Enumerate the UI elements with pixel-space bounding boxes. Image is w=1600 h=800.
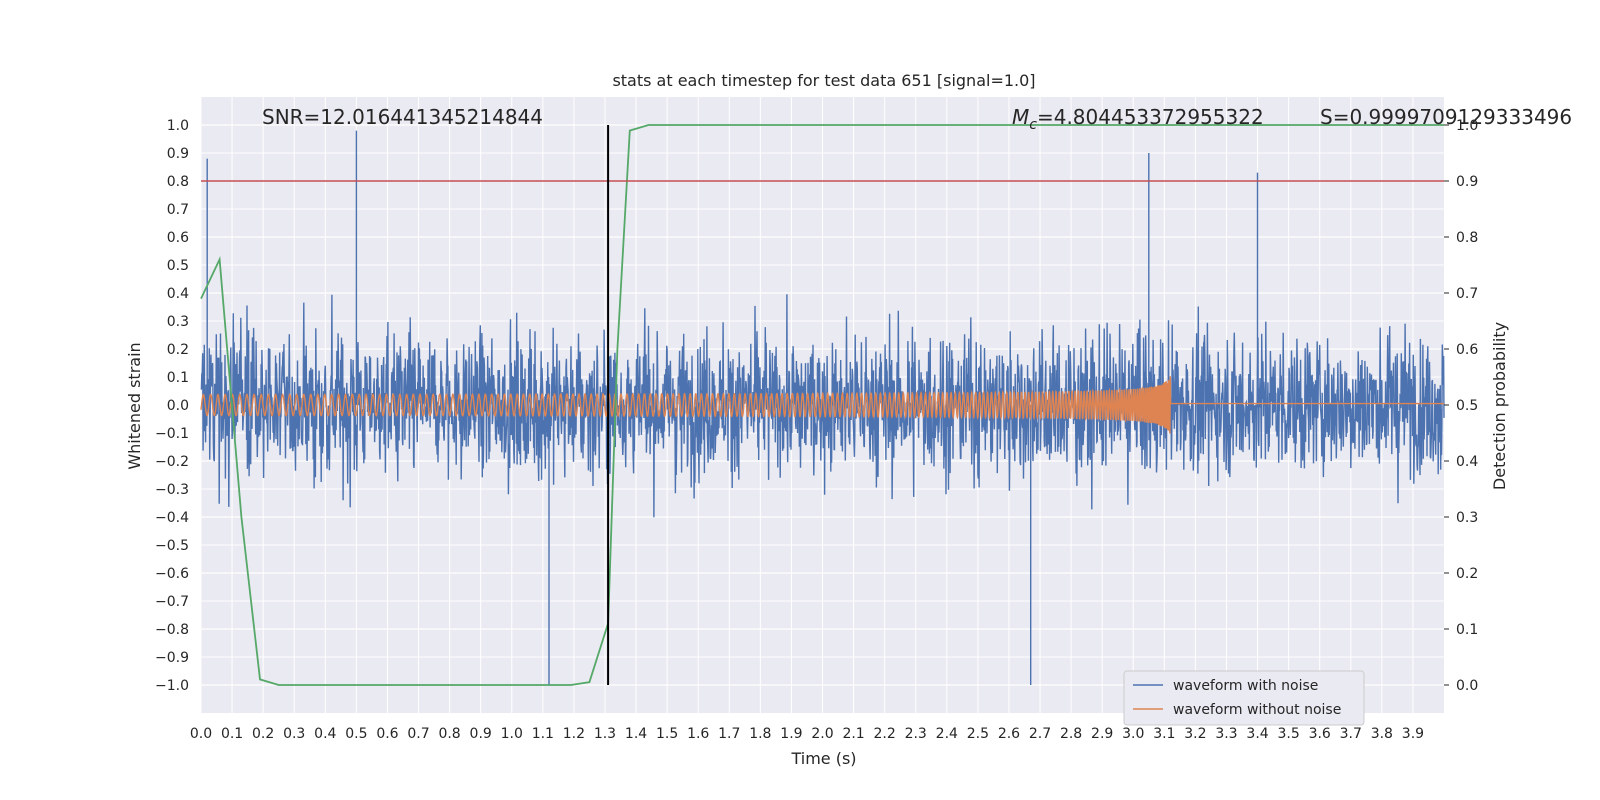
x-axis-label: Time (s) bbox=[790, 749, 856, 768]
x-tick-label: 2.7 bbox=[1029, 726, 1051, 742]
x-tick-label: 1.4 bbox=[625, 726, 647, 742]
x-tick-label: 1.2 bbox=[563, 726, 585, 742]
y-tick-label: 0.6 bbox=[167, 230, 189, 246]
x-tick-label: 0.2 bbox=[252, 726, 274, 742]
y-tick-label: −0.6 bbox=[155, 566, 189, 582]
y2-tick-label: 1.0 bbox=[1456, 118, 1478, 134]
y-tick-label: −0.7 bbox=[155, 594, 189, 610]
x-tick-label: 2.2 bbox=[874, 726, 896, 742]
x-tick-label: 0.4 bbox=[314, 726, 336, 742]
x-tick-label: 0.6 bbox=[376, 726, 398, 742]
y-tick-label: 0.4 bbox=[167, 286, 189, 302]
y2-axis-label: Detection probability bbox=[1490, 322, 1509, 490]
x-tick-label: 1.7 bbox=[718, 726, 740, 742]
x-tick-label: 2.1 bbox=[842, 726, 864, 742]
significance-annotation: S=0.9999709129333496 bbox=[1320, 105, 1572, 129]
y-axis-ticks: 1.0 0.9 0.8 0.7 0.6 0.5 0.4 0.3 0.2 0.1 0.0 −0.1 −0.… bbox=[155, 118, 189, 694]
x-axis-ticks: 0.0 0.1 0.2 0.3 0.4 0.5 0.6 0.7 0.8 0.9 1.0 1.1 1.2 1… bbox=[190, 726, 1424, 742]
y2-tick-label: 0.8 bbox=[1456, 230, 1478, 246]
chirp-mass-symbol: M bbox=[1012, 105, 1029, 129]
legend-box bbox=[1123, 670, 1365, 726]
x-tick-label: 1.9 bbox=[780, 726, 802, 742]
x-tick-label: 3.3 bbox=[1215, 726, 1237, 742]
chirp-mass-subscript: c bbox=[1029, 117, 1037, 133]
chirp-mass-value: =4.804453372955322 bbox=[1037, 105, 1264, 129]
chirp-mass-annotation: Mc=4.804453372955322 bbox=[1012, 105, 1264, 133]
y-tick-label: −0.8 bbox=[155, 622, 189, 638]
series-waveform-with-noise bbox=[200, 130, 1445, 685]
y2-tick-label: 0.6 bbox=[1456, 342, 1478, 358]
x-tick-label: 3.8 bbox=[1371, 726, 1393, 742]
x-tick-label: 3.9 bbox=[1402, 726, 1424, 742]
x-tick-label: 3.5 bbox=[1277, 726, 1299, 742]
y2-tick-label: 0.1 bbox=[1456, 622, 1478, 638]
legend-label-noise: waveform with noise bbox=[1173, 678, 1318, 694]
y-tick-label: 1.0 bbox=[167, 118, 189, 134]
x-tick-label: 0.5 bbox=[345, 726, 367, 742]
y-axis-label: Whitened strain bbox=[125, 342, 144, 469]
series-layer bbox=[200, 124, 1445, 686]
x-tick-label: 2.8 bbox=[1060, 726, 1082, 742]
x-tick-label: 2.9 bbox=[1091, 726, 1113, 742]
y-tick-label: −0.1 bbox=[155, 426, 189, 442]
legend: waveform with noise waveform without noi… bbox=[1123, 670, 1365, 726]
y-tick-label: 0.1 bbox=[167, 370, 189, 386]
x-tick-label: 2.5 bbox=[967, 726, 989, 742]
x-tick-label: 3.1 bbox=[1153, 726, 1175, 742]
x-tick-label: 1.0 bbox=[501, 726, 523, 742]
x-tick-label: 1.5 bbox=[656, 726, 678, 742]
x-tick-label: 0.1 bbox=[221, 726, 243, 742]
reference-lines bbox=[201, 125, 1444, 685]
y2-tick-label: 0.3 bbox=[1456, 510, 1478, 526]
y-tick-label: −0.5 bbox=[155, 538, 189, 554]
y-tick-label: −1.0 bbox=[155, 678, 189, 694]
chart-title: stats at each timestep for test data 651… bbox=[612, 71, 1035, 90]
x-tick-label: 0.7 bbox=[407, 726, 429, 742]
series-detection-probability bbox=[200, 124, 1444, 686]
y2-tick-label: 0.4 bbox=[1456, 454, 1478, 470]
x-tick-label: 2.3 bbox=[905, 726, 927, 742]
y-tick-label: −0.9 bbox=[155, 650, 189, 666]
x-tick-label: 3.7 bbox=[1340, 726, 1362, 742]
y-tick-label: −0.3 bbox=[155, 482, 189, 498]
y2-axis-ticks: 1.0 0.9 0.8 0.7 0.6 0.5 0.4 0.3 0.2 0.1 0.0 bbox=[1444, 118, 1478, 694]
x-tick-label: 1.3 bbox=[594, 726, 616, 742]
x-tick-label: 0.9 bbox=[470, 726, 492, 742]
y-tick-label: 0.5 bbox=[167, 258, 189, 274]
x-tick-label: 0.8 bbox=[438, 726, 460, 742]
y-tick-label: 0.2 bbox=[167, 342, 189, 358]
x-tick-label: 2.4 bbox=[936, 726, 958, 742]
y-tick-label: −0.2 bbox=[155, 454, 189, 470]
x-tick-label: 3.4 bbox=[1246, 726, 1268, 742]
x-tick-label: 1.8 bbox=[749, 726, 771, 742]
y-tick-label: 0.0 bbox=[167, 398, 189, 414]
y2-tick-label: 0.7 bbox=[1456, 286, 1478, 302]
x-tick-label: 1.6 bbox=[687, 726, 709, 742]
y-tick-label: −0.4 bbox=[155, 510, 189, 526]
x-tick-label: 2.0 bbox=[811, 726, 833, 742]
x-tick-label: 3.2 bbox=[1184, 726, 1206, 742]
x-tick-label: 2.6 bbox=[998, 726, 1020, 742]
y-tick-label: 0.3 bbox=[167, 314, 189, 330]
y-tick-label: 0.9 bbox=[167, 146, 189, 162]
x-tick-label: 0.0 bbox=[190, 726, 212, 742]
y2-tick-label: 0.9 bbox=[1456, 174, 1478, 190]
y-tick-label: 0.8 bbox=[167, 174, 189, 190]
legend-label-clean: waveform without noise bbox=[1173, 702, 1341, 718]
x-tick-label: 3.6 bbox=[1309, 726, 1331, 742]
x-tick-label: 0.3 bbox=[283, 726, 305, 742]
y2-tick-label: 0.5 bbox=[1456, 398, 1478, 414]
y-tick-label: 0.7 bbox=[167, 202, 189, 218]
y2-tick-label: 0.2 bbox=[1456, 566, 1478, 582]
series-waveform-without-noise bbox=[200, 376, 1444, 434]
x-tick-label: 3.0 bbox=[1122, 726, 1144, 742]
x-tick-label: 1.1 bbox=[532, 726, 554, 742]
y2-tick-label: 0.0 bbox=[1456, 678, 1478, 694]
snr-annotation: SNR=12.016441345214844 bbox=[262, 105, 543, 129]
